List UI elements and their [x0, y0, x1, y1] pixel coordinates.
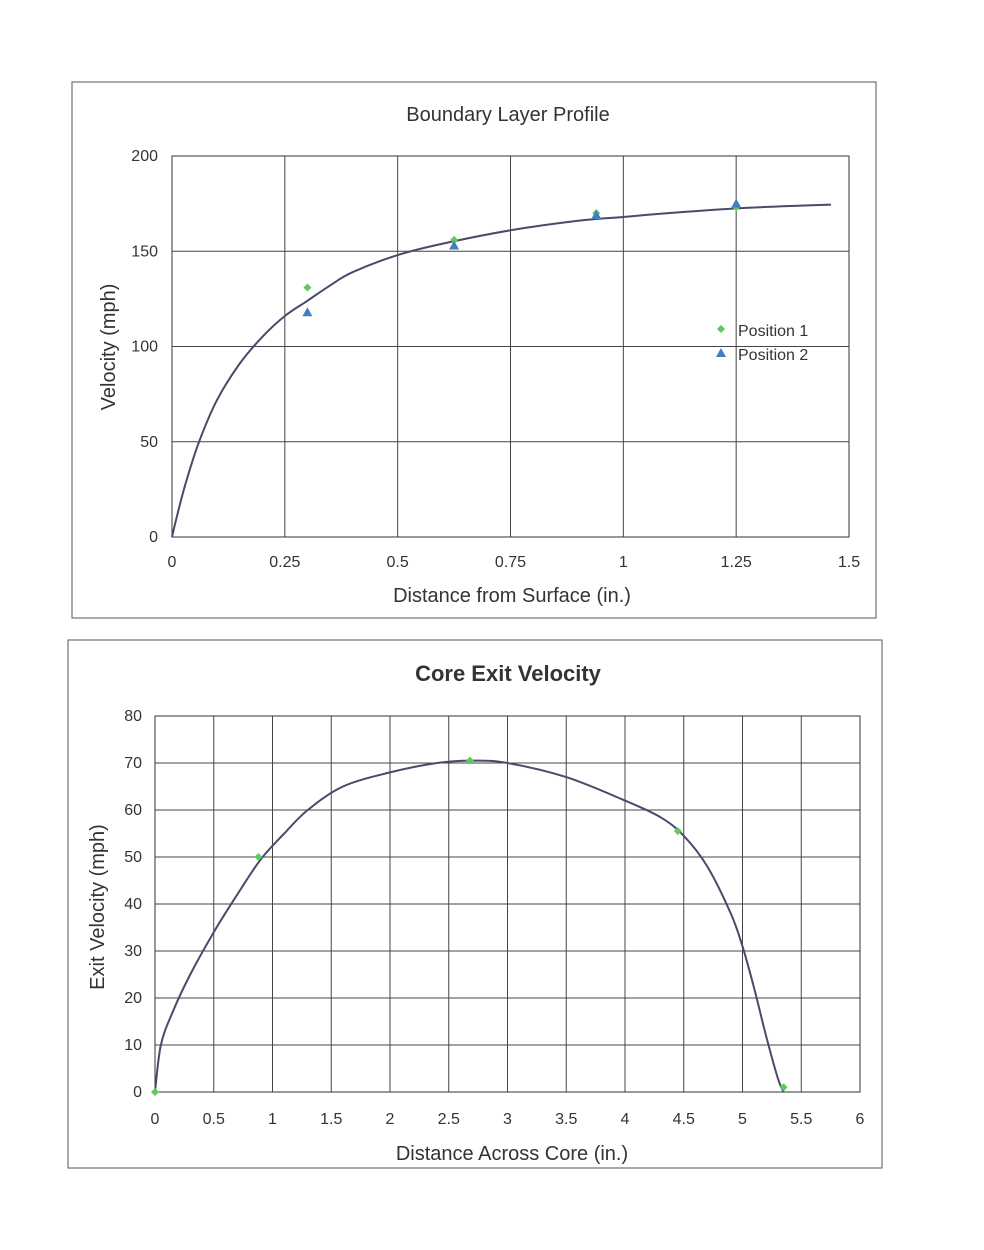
- y-tick-label: 0: [133, 1084, 142, 1101]
- data-point-triangle: [591, 210, 602, 220]
- data-point-triangle: [302, 307, 313, 317]
- data-points: [151, 756, 788, 1096]
- data-point-diamond: [779, 1083, 788, 1092]
- y-tick-label: 70: [124, 755, 142, 772]
- x-tick-label: 6: [856, 1111, 865, 1128]
- x-tick-label: 4: [621, 1111, 630, 1128]
- y-tick-label: 0: [149, 529, 158, 546]
- x-tick-label: 0.5: [203, 1111, 225, 1128]
- x-axis-label: Distance from Surface (in.): [393, 585, 631, 607]
- x-tick-label: 5: [738, 1111, 747, 1128]
- legend-marker-position-2: [716, 348, 726, 357]
- chart-boundary-layer: Boundary Layer Profile 0 0.25 0.5 0.75 1 1.25…: [71, 81, 877, 619]
- y-tick-label: 60: [124, 802, 142, 819]
- data-point-triangle: [731, 198, 742, 208]
- y-tick-label: 10: [124, 1037, 142, 1054]
- x-tick-label: 5.5: [790, 1111, 812, 1128]
- data-point-diamond: [254, 853, 263, 861]
- y-tick-label: 100: [131, 339, 158, 356]
- x-tick-label: 1.5: [838, 554, 860, 571]
- x-tick-label: 0.75: [495, 554, 526, 571]
- data-point-diamond: [151, 1088, 159, 1096]
- data-point-triangle: [449, 240, 460, 250]
- legend: Position 1 Position 2: [716, 323, 808, 364]
- plot-area: [171, 155, 850, 538]
- legend-marker-position-1: [717, 325, 725, 333]
- chart-title: Core Exit Velocity: [415, 661, 602, 686]
- x-tick-label: 3.5: [555, 1111, 577, 1128]
- axis-ticks: 0 0.25 0.5 0.75 1 1.25 1.5 0 50 100 150 200: [131, 148, 860, 571]
- y-axis-label: Exit Velocity (mph): [87, 824, 109, 990]
- x-tick-label: 1.25: [721, 554, 752, 571]
- chart-frame: [67, 639, 883, 1169]
- x-tick-label: 0: [151, 1111, 160, 1128]
- y-tick-label: 200: [131, 148, 158, 165]
- x-tick-label: 1: [268, 1111, 277, 1128]
- x-tick-label: 1.5: [320, 1111, 342, 1128]
- x-tick-label: 0.25: [269, 554, 300, 571]
- x-tick-label: 0: [168, 554, 177, 571]
- data-point-diamond: [465, 756, 474, 765]
- data-point-diamond: [303, 283, 312, 292]
- axis-ticks: 0 0.5 1 1.5 2 2.5 3 3.5 4 4.5 5 5.5 6010203040506070…: [124, 708, 864, 1128]
- x-tick-label: 3: [503, 1111, 512, 1128]
- y-axis-label: Velocity (mph): [98, 284, 120, 411]
- data-point-diamond: [450, 235, 459, 244]
- legend-label-position-1: Position 1: [738, 323, 808, 340]
- chart-frame: [71, 81, 877, 619]
- x-tick-label: 4.5: [673, 1111, 695, 1128]
- y-tick-label: 30: [124, 943, 142, 960]
- chart-core-exit: Core Exit Velocity 0 0.5 1 1.5 2 2.5 3 3.5 4 4.5 5…: [67, 639, 883, 1169]
- plot-area: [154, 715, 861, 1093]
- y-tick-label: 80: [124, 708, 142, 725]
- legend-label-position-2: Position 2: [738, 347, 808, 364]
- y-tick-label: 40: [124, 896, 142, 913]
- x-tick-label: 2.5: [438, 1111, 460, 1128]
- x-tick-label: 2: [386, 1111, 395, 1128]
- trendline: [171, 203, 831, 538]
- y-tick-label: 150: [131, 243, 158, 260]
- y-tick-label: 20: [124, 990, 142, 1007]
- chart-title: Boundary Layer Profile: [406, 104, 609, 126]
- x-tick-label: 0.5: [387, 554, 409, 571]
- y-tick-label: 50: [140, 434, 158, 451]
- y-tick-label: 50: [124, 849, 142, 866]
- data-point-diamond: [673, 827, 682, 836]
- grid: [154, 715, 861, 1093]
- x-axis-label: Distance Across Core (in.): [396, 1143, 628, 1165]
- x-tick-label: 1: [619, 554, 628, 571]
- data-points: [302, 198, 742, 317]
